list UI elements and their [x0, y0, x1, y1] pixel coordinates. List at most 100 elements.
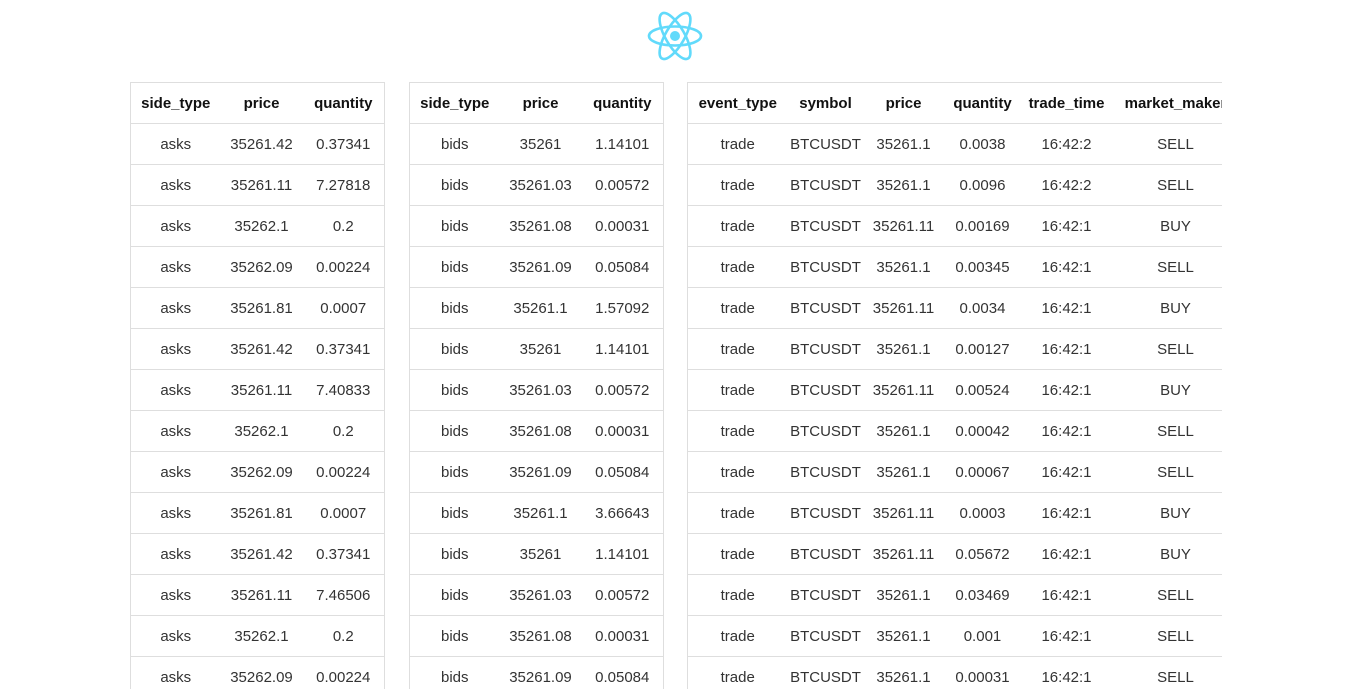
- table-cell-quantity: 0.37341: [302, 328, 385, 370]
- table-cell-quantity: 0.0096: [943, 164, 1022, 206]
- table-cell-price: 35261.1: [863, 410, 944, 452]
- table-cell-market-maker: BUY: [1111, 369, 1222, 411]
- table-cell-quantity: 0.05084: [581, 451, 664, 493]
- table-row: trade BTCUSDT 35261.1 0.00042 16:42:1 SELL: [687, 410, 1222, 452]
- table-cell-price: 35261.11: [863, 533, 944, 575]
- table-row: bids 35261.08 0.00031: [409, 615, 664, 657]
- table-cell-quantity: 0.0007: [302, 492, 385, 534]
- table-cell-side-type: bids: [409, 451, 500, 493]
- table-cell-price: 35261.42: [220, 328, 303, 370]
- table-cell-event-type: trade: [687, 164, 788, 206]
- table-cell-price: 35261.1: [863, 328, 944, 370]
- table-cell-market-maker: SELL: [1111, 328, 1222, 370]
- table-cell-event-type: trade: [687, 328, 788, 370]
- table-cell-trade-time: 16:42:1: [1021, 533, 1112, 575]
- table-cell-side-type: bids: [409, 492, 500, 534]
- table-cell-market-maker: SELL: [1111, 656, 1222, 689]
- table-row: trade BTCUSDT 35261.1 0.0038 16:42:2 SELL: [687, 123, 1222, 165]
- table-cell-quantity: 0.00224: [302, 246, 385, 288]
- table-cell-event-type: trade: [687, 369, 788, 411]
- table-row: asks 35261.11 7.40833: [130, 369, 385, 411]
- table-cell-price: 35261.42: [220, 533, 303, 575]
- table-cell-market-maker: SELL: [1111, 451, 1222, 493]
- table-row: bids 35261.08 0.00031: [409, 205, 664, 247]
- table-cell-event-type: trade: [687, 492, 788, 534]
- table-cell-quantity: 1.14101: [581, 328, 664, 370]
- table-cell-side-type: asks: [130, 328, 221, 370]
- table-cell-price: 35261.1: [863, 451, 944, 493]
- asks-table-header-row: side_type price quantity: [130, 82, 385, 124]
- column-header-market-maker: market_maker: [1111, 82, 1222, 124]
- table-row: trade BTCUSDT 35261.1 0.00031 16:42:1 SELL: [687, 656, 1222, 689]
- table-row: asks 35261.42 0.37341: [130, 533, 385, 575]
- table-cell-side-type: asks: [130, 369, 221, 411]
- table-row: trade BTCUSDT 35261.1 0.00127 16:42:1 SELL: [687, 328, 1222, 370]
- table-cell-price: 35261.11: [863, 205, 944, 247]
- table-cell-price: 35261.11: [220, 164, 303, 206]
- table-cell-symbol: BTCUSDT: [787, 205, 864, 247]
- table-cell-side-type: asks: [130, 574, 221, 616]
- table-cell-quantity: 0.03469: [943, 574, 1022, 616]
- table-cell-side-type: bids: [409, 410, 500, 452]
- table-cell-quantity: 7.46506: [302, 574, 385, 616]
- table-cell-quantity: 0.2: [302, 410, 385, 452]
- table-cell-symbol: BTCUSDT: [787, 164, 864, 206]
- table-cell-price: 35262.1: [220, 410, 303, 452]
- table-cell-quantity: 0.00572: [581, 574, 664, 616]
- table-cell-price: 35261.03: [499, 574, 582, 616]
- table-row: trade BTCUSDT 35261.1 0.001 16:42:1 SELL: [687, 615, 1222, 657]
- table-cell-event-type: trade: [687, 656, 788, 689]
- table-cell-price: 35261.1: [863, 164, 944, 206]
- table-cell-trade-time: 16:42:1: [1021, 410, 1112, 452]
- table-cell-quantity: 0.00524: [943, 369, 1022, 411]
- table-cell-symbol: BTCUSDT: [787, 410, 864, 452]
- table-row: asks 35261.81 0.0007: [130, 287, 385, 329]
- table-cell-market-maker: BUY: [1111, 492, 1222, 534]
- table-cell-quantity: 0.05084: [581, 246, 664, 288]
- table-cell-symbol: BTCUSDT: [787, 123, 864, 165]
- table-row: trade BTCUSDT 35261.1 0.03469 16:42:1 SELL: [687, 574, 1222, 616]
- table-cell-price: 35261.11: [220, 369, 303, 411]
- column-header-side-type: side_type: [409, 82, 500, 124]
- table-row: bids 35261.09 0.05084: [409, 656, 664, 689]
- table-cell-quantity: 0.0007: [302, 287, 385, 329]
- table-cell-price: 35261.1: [863, 574, 944, 616]
- table-cell-quantity: 0.05084: [581, 656, 664, 689]
- asks-table: side_type price quantity asks 35261.42 0.373…: [130, 82, 385, 689]
- table-cell-side-type: asks: [130, 123, 221, 165]
- table-cell-price: 35262.1: [220, 615, 303, 657]
- table-cell-price: 35261.81: [220, 492, 303, 534]
- table-cell-market-maker: SELL: [1111, 164, 1222, 206]
- table-row: bids 35261 1.14101: [409, 328, 664, 370]
- table-cell-trade-time: 16:42:1: [1021, 328, 1112, 370]
- table-cell-quantity: 0.37341: [302, 123, 385, 165]
- table-cell-trade-time: 16:42:1: [1021, 656, 1112, 689]
- table-cell-event-type: trade: [687, 246, 788, 288]
- table-cell-quantity: 0.00031: [581, 410, 664, 452]
- trades-table-container: event_type symbol price quantity trade_time m…: [687, 82, 1222, 689]
- table-cell-quantity: 0.00031: [943, 656, 1022, 689]
- table-row: asks 35261.42 0.37341: [130, 123, 385, 165]
- table-cell-market-maker: SELL: [1111, 246, 1222, 288]
- table-cell-quantity: 0.00031: [581, 615, 664, 657]
- table-cell-side-type: asks: [130, 205, 221, 247]
- table-cell-quantity: 1.57092: [581, 287, 664, 329]
- table-cell-quantity: 1.14101: [581, 533, 664, 575]
- table-row: trade BTCUSDT 35261.1 0.00067 16:42:1 SELL: [687, 451, 1222, 493]
- table-cell-symbol: BTCUSDT: [787, 328, 864, 370]
- column-header-symbol: symbol: [787, 82, 864, 124]
- table-cell-symbol: BTCUSDT: [787, 533, 864, 575]
- trades-table: event_type symbol price quantity trade_time m…: [687, 82, 1222, 689]
- table-cell-side-type: bids: [409, 205, 500, 247]
- table-cell-side-type: bids: [409, 328, 500, 370]
- table-cell-quantity: 0.05672: [943, 533, 1022, 575]
- table-cell-market-maker: SELL: [1111, 574, 1222, 616]
- table-cell-quantity: 0.2: [302, 205, 385, 247]
- table-row: trade BTCUSDT 35261.1 0.0096 16:42:2 SELL: [687, 164, 1222, 206]
- table-cell-market-maker: BUY: [1111, 205, 1222, 247]
- table-cell-quantity: 0.00572: [581, 369, 664, 411]
- table-cell-quantity: 0.00067: [943, 451, 1022, 493]
- column-header-quantity: quantity: [302, 82, 385, 124]
- table-cell-quantity: 0.001: [943, 615, 1022, 657]
- table-row: asks 35262.1 0.2: [130, 205, 385, 247]
